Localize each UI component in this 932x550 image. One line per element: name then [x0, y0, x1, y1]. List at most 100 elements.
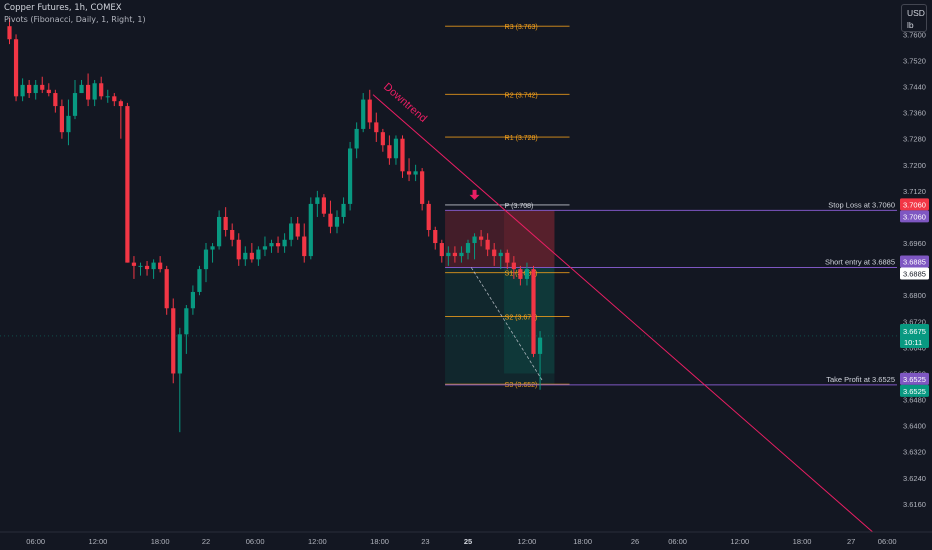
trade-level-label: Stop Loss at 3.7060 — [828, 200, 895, 209]
price-axis-tick: 3.6720 — [903, 317, 926, 326]
candle-body — [171, 308, 176, 374]
take-profit-zone-active — [504, 267, 555, 374]
candle-body — [518, 269, 523, 279]
candle-body — [433, 230, 438, 244]
candle-body — [354, 128, 359, 149]
candle-body — [190, 291, 195, 309]
time-axis-background — [0, 532, 932, 550]
candle-body — [40, 84, 45, 90]
pivot-label: S2 (3.673) — [505, 314, 538, 321]
candle-body — [282, 239, 287, 247]
candle-body — [262, 246, 268, 250]
time-axis-tick: 12:00 — [518, 537, 537, 546]
price-axis-tick: 3.6480 — [903, 396, 926, 405]
candle-body — [472, 236, 477, 244]
candle-body — [537, 337, 543, 354]
time-axis-tick: 12:00 — [730, 537, 749, 546]
symbol-legend[interactable]: Copper Futures, 1h, COMEX — [4, 3, 122, 13]
candle-body — [406, 171, 412, 175]
candle-body — [72, 93, 78, 116]
candle-body — [33, 84, 38, 94]
candle-body — [164, 269, 169, 309]
currency-unit-button[interactable]: USD lb — [901, 4, 927, 32]
candle-body — [20, 84, 25, 97]
candle-body — [125, 106, 130, 263]
candle-body — [452, 252, 457, 257]
time-axis-tick: 06:00 — [668, 537, 687, 546]
pivots-indicator-legend[interactable]: Pivots (Fibonacci, Daily, 1, Right, 1) — [4, 15, 146, 24]
stop-loss-zone — [445, 210, 555, 268]
pivot-label: R3 (3.763) — [505, 24, 538, 31]
candle-body — [53, 93, 58, 107]
price-axis-tick: 3.6400 — [903, 422, 926, 431]
candle-body — [393, 138, 399, 159]
candle-body — [197, 269, 202, 292]
time-axis-tick: 18:00 — [370, 537, 389, 546]
candle-body — [13, 39, 19, 97]
price-axis-tick: 3.7120 — [903, 187, 926, 196]
candle-body — [315, 197, 320, 204]
price-axis-tick: 3.7200 — [903, 161, 926, 170]
price-axis-tick: 3.7440 — [903, 83, 926, 92]
price-axis-tick: 3.6960 — [903, 239, 926, 248]
candle-body — [302, 236, 307, 257]
price-badge-text: 3.6525 — [903, 387, 926, 396]
candle-body — [505, 252, 510, 263]
price-badge-text: 3.7060 — [903, 212, 926, 221]
time-axis-tick: 12:00 — [308, 537, 327, 546]
candle-body — [99, 83, 104, 97]
candle-body — [223, 216, 228, 230]
price-axis-tick: 3.6240 — [903, 474, 926, 483]
candle-body — [177, 334, 182, 374]
price-badge — [900, 198, 929, 211]
candle-body — [289, 223, 294, 240]
candle-body — [400, 138, 405, 172]
candle-body — [118, 101, 123, 107]
time-axis-tick: 18:00 — [573, 537, 592, 546]
time-axis-tick: 06:00 — [26, 537, 45, 546]
candle-body — [249, 252, 254, 260]
candle-body — [217, 216, 222, 247]
candle-body — [158, 262, 163, 270]
candle-body — [459, 252, 464, 257]
time-axis-tick: 27 — [847, 537, 855, 546]
price-badge-text: 3.7060 — [903, 200, 926, 209]
candle-body — [236, 239, 241, 260]
candle-body — [446, 252, 451, 257]
time-axis-tick: 18:00 — [793, 537, 812, 546]
price-badge — [900, 267, 929, 280]
time-axis-tick: 26 — [631, 537, 639, 546]
candle-body — [328, 213, 333, 227]
price-badge — [900, 210, 929, 223]
trade-path-line — [470, 267, 543, 381]
candle-body — [46, 89, 51, 94]
candle-body — [380, 132, 385, 146]
candle-body — [531, 269, 536, 354]
candle-body — [112, 96, 117, 102]
candle-body — [420, 171, 425, 204]
last-price-badge — [900, 323, 929, 348]
price-axis-tick: 3.6160 — [903, 500, 926, 509]
price-badge — [900, 255, 929, 268]
price-axis-tick: 3.7360 — [903, 109, 926, 118]
candle-body — [131, 262, 137, 266]
candle-body — [184, 308, 189, 335]
candle-body — [105, 96, 110, 98]
candle-body — [348, 148, 353, 204]
stop-loss-zone-active — [504, 210, 555, 268]
unit-label: lb — [907, 20, 914, 30]
candle-body — [308, 203, 313, 257]
sell-signal-arrow-icon — [469, 189, 480, 200]
candle-body — [230, 230, 235, 240]
candle-body — [210, 246, 215, 250]
candle-body — [269, 243, 274, 247]
time-axis-tick: 12:00 — [89, 537, 108, 546]
candle-body — [7, 26, 12, 40]
candle-body — [86, 84, 91, 100]
candle-body — [426, 203, 431, 230]
candle-body — [498, 252, 503, 257]
candle-body — [203, 249, 209, 270]
candle-body — [511, 262, 516, 270]
